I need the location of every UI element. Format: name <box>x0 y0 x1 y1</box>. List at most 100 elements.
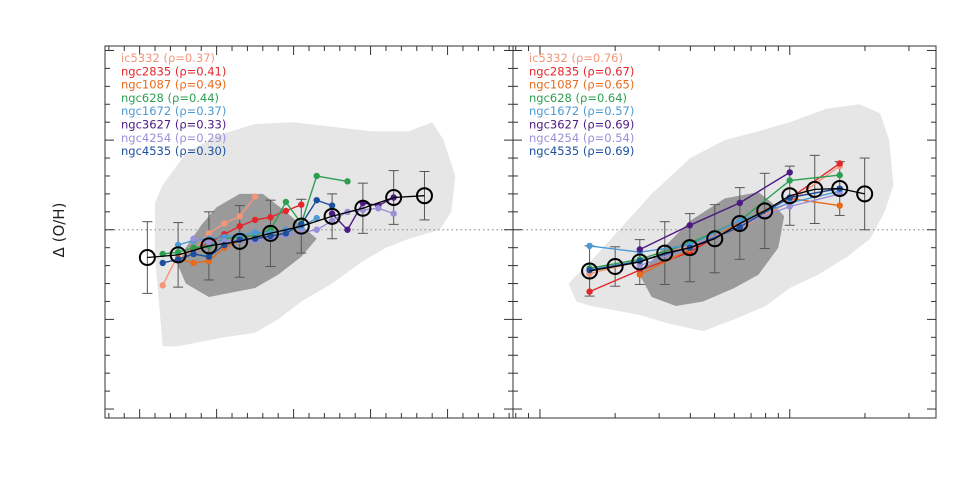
legend-entry-ngc4254: ngc4254 (ρ=0.29) <box>121 131 226 145</box>
series-point-ic5332 <box>205 230 213 237</box>
binned-point <box>731 214 749 232</box>
series-point-ngc4535 <box>313 196 320 204</box>
binned-point <box>200 237 218 255</box>
binned-point <box>581 262 599 280</box>
series-point-ngc4254 <box>328 217 336 224</box>
series-point-ngc4254 <box>786 203 793 210</box>
series-point-ngc4254 <box>190 235 197 242</box>
binned-point <box>415 187 433 205</box>
legend: ic5332 (ρ=0.37)ngc2835 (ρ=0.41)ngc1087 (… <box>121 51 226 158</box>
legend-rho: (ρ=0.67) <box>583 64 635 78</box>
legend-rho: (ρ=0.69) <box>583 144 635 158</box>
legend-rho: (ρ=0.64) <box>576 91 628 105</box>
series-point-ngc4254 <box>205 239 213 246</box>
legend-rho: (ρ=0.54) <box>583 131 635 145</box>
series-point-ngc2835 <box>236 222 243 230</box>
series-point-ngc628 <box>313 172 320 180</box>
legend-name: ngc1087 <box>529 78 579 92</box>
legend-name: ngc628 <box>121 91 164 105</box>
legend-entry-ngc4535: ngc4535 (ρ=0.69) <box>529 144 634 158</box>
legend-name: ngc1087 <box>121 78 171 92</box>
series-point-ic5332 <box>221 220 228 227</box>
legend-rho: (ρ=0.30) <box>175 144 227 158</box>
legend-entry-ngc628: ngc628 (ρ=0.64) <box>529 91 627 105</box>
legend-rho: (ρ=0.29) <box>175 131 227 145</box>
series-point-ngc4254 <box>313 226 320 233</box>
series-point-ngc1087 <box>636 271 643 278</box>
binned-point <box>169 246 187 264</box>
series-point-ngc4535 <box>328 202 336 209</box>
series-point-ngc3627 <box>686 222 694 229</box>
legend: ic5332 (ρ=0.76)ngc2835 (ρ=0.67)ngc1087 (… <box>529 51 634 158</box>
legend-name: ngc1672 <box>529 104 579 118</box>
series-point-ngc4535 <box>174 256 182 263</box>
binned-point <box>856 185 874 203</box>
legend-entry-ic5332: ic5332 (ρ=0.37) <box>121 51 215 65</box>
series-point-ngc4535 <box>159 259 166 267</box>
binned-point <box>323 207 341 225</box>
legend-entry-ngc2835: ngc2835 (ρ=0.67) <box>529 64 634 78</box>
series-point-ngc3627 <box>344 226 351 233</box>
series-line-ngc3627 <box>639 171 791 251</box>
binned-point <box>606 258 624 276</box>
legend-name: ngc3627 <box>529 118 579 132</box>
binned-point <box>656 244 674 262</box>
series-point-ngc2835 <box>282 207 290 215</box>
inner-density-envelope <box>639 192 785 306</box>
inner-density-envelope <box>178 193 317 297</box>
binned-point <box>781 187 799 205</box>
legend-name: ngc4535 <box>529 144 579 158</box>
series-point-ngc1672 <box>221 233 228 241</box>
legend-name: ngc1672 <box>121 104 171 118</box>
legend-name: ngc4254 <box>529 131 579 145</box>
series-ngc3627 <box>636 169 793 253</box>
legend-rho: (ρ=0.33) <box>175 118 227 132</box>
series-point-ngc3627 <box>736 199 744 207</box>
series-point-ngc2835 <box>836 160 843 167</box>
binned-point <box>385 188 403 206</box>
series-point-ngc1087 <box>190 259 197 267</box>
series-point-ngc628 <box>344 178 351 185</box>
binned-point <box>354 199 372 217</box>
series-point-ic5332 <box>159 282 166 289</box>
series-point-ngc1672 <box>586 242 593 250</box>
binned-point <box>262 224 280 242</box>
series-point-ngc1672 <box>251 229 259 236</box>
legend-entry-ic5332: ic5332 (ρ=0.76) <box>529 51 623 65</box>
legend-name: ic5332 <box>529 51 568 65</box>
legend-name: ngc628 <box>529 91 572 105</box>
series-point-ngc1672 <box>313 214 320 222</box>
legend-entry-ngc3627: ngc3627 (ρ=0.69) <box>529 118 634 132</box>
legend-name: ic5332 <box>121 51 160 65</box>
series-point-ngc4535 <box>205 253 213 260</box>
binned-point <box>756 202 774 220</box>
left-panel: ic5332 (ρ=0.37)ngc2835 (ρ=0.41)ngc1087 (… <box>104 45 514 419</box>
legend-entry-ngc1087: ngc1087 (ρ=0.65) <box>529 78 634 92</box>
series-point-ngc2835 <box>267 214 274 221</box>
binned-point <box>681 239 699 257</box>
series-point-ngc628 <box>786 177 793 184</box>
legend-name: ngc2835 <box>121 64 171 78</box>
series-point-ngc4535 <box>267 232 274 240</box>
binned-point <box>706 230 724 248</box>
series-point-ngc1087 <box>836 202 843 209</box>
legend-rho: (ρ=0.44) <box>168 91 220 105</box>
plot-area <box>105 122 513 347</box>
legend-rho: (ρ=0.37) <box>175 104 227 118</box>
legend-entry-ngc4535: ngc4535 (ρ=0.30) <box>121 144 226 158</box>
series-point-ngc4535 <box>586 266 593 274</box>
legend-rho: (ρ=0.65) <box>583 78 635 92</box>
panel-frame <box>512 45 937 419</box>
binned-point <box>138 249 156 267</box>
legend-entry-ngc2835: ngc2835 (ρ=0.41) <box>121 64 226 78</box>
series-point-ngc4535 <box>282 230 290 237</box>
series-point-ngc4254 <box>636 262 643 269</box>
series-point-ngc628 <box>282 198 290 206</box>
series-ngc4535 <box>159 196 336 267</box>
legend-name: ngc2835 <box>529 64 579 78</box>
series-point-ngc2835 <box>251 216 259 224</box>
binned-point <box>231 232 249 250</box>
binned-line <box>589 187 865 272</box>
